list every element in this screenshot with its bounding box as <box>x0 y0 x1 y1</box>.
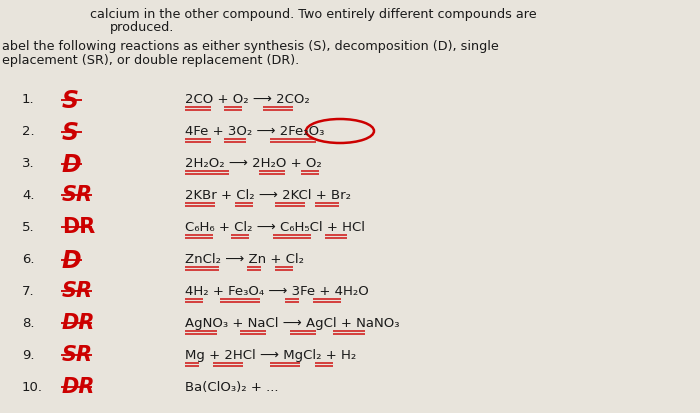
Text: abel the following reactions as either synthesis (S), decomposition (D), single: abel the following reactions as either s… <box>2 40 498 53</box>
Text: 2H₂O₂ ⟶ 2H₂O + O₂: 2H₂O₂ ⟶ 2H₂O + O₂ <box>185 157 322 170</box>
Text: 3.: 3. <box>22 157 34 170</box>
Text: 8.: 8. <box>22 316 34 329</box>
Text: 2.: 2. <box>22 125 34 138</box>
Text: 5.: 5. <box>22 221 34 233</box>
Text: DR: DR <box>62 312 95 332</box>
Text: SR: SR <box>62 344 93 364</box>
Text: 1.: 1. <box>22 93 34 106</box>
Text: 7.: 7. <box>22 284 34 297</box>
Text: 4.: 4. <box>22 189 34 202</box>
Text: 2CO + O₂ ⟶ 2CO₂: 2CO + O₂ ⟶ 2CO₂ <box>185 93 309 106</box>
Text: S: S <box>62 89 79 113</box>
Text: ZnCl₂ ⟶ Zn + Cl₂: ZnCl₂ ⟶ Zn + Cl₂ <box>185 252 304 266</box>
Text: 4Fe + 3O₂ ⟶ 2Fe₂O₃: 4Fe + 3O₂ ⟶ 2Fe₂O₃ <box>185 125 324 138</box>
Text: D: D <box>62 248 82 272</box>
Text: 4H₂ + Fe₃O₄ ⟶ 3Fe + 4H₂O: 4H₂ + Fe₃O₄ ⟶ 3Fe + 4H₂O <box>185 284 369 297</box>
Text: DR: DR <box>62 216 95 236</box>
Text: SR: SR <box>62 185 93 204</box>
Text: Ba(ClO₃)₂ + ...: Ba(ClO₃)₂ + ... <box>185 380 279 393</box>
Text: produced.: produced. <box>110 21 174 34</box>
Text: 2KBr + Cl₂ ⟶ 2KCl + Br₂: 2KBr + Cl₂ ⟶ 2KCl + Br₂ <box>185 189 351 202</box>
Text: 10.: 10. <box>22 380 43 393</box>
Text: calcium in the other compound. Two entirely different compounds are: calcium in the other compound. Two entir… <box>90 8 537 21</box>
Text: D: D <box>62 153 82 177</box>
Text: S: S <box>62 121 79 145</box>
Text: DR: DR <box>62 376 95 396</box>
Text: 6.: 6. <box>22 252 34 266</box>
Text: eplacement (SR), or double replacement (DR).: eplacement (SR), or double replacement (… <box>2 54 300 67</box>
Text: C₆H₆ + Cl₂ ⟶ C₆H₅Cl + HCl: C₆H₆ + Cl₂ ⟶ C₆H₅Cl + HCl <box>185 221 365 233</box>
Text: AgNO₃ + NaCl ⟶ AgCl + NaNO₃: AgNO₃ + NaCl ⟶ AgCl + NaNO₃ <box>185 316 400 329</box>
Text: SR: SR <box>62 280 93 300</box>
Text: Mg + 2HCl ⟶ MgCl₂ + H₂: Mg + 2HCl ⟶ MgCl₂ + H₂ <box>185 348 356 361</box>
Text: 9.: 9. <box>22 348 34 361</box>
